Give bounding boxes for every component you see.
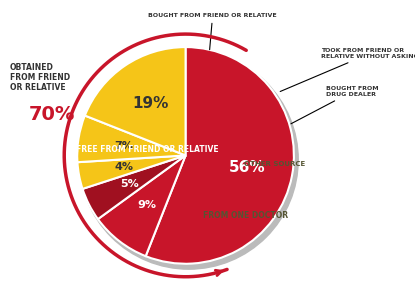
Text: FREE FROM FRIEND OR RELATIVE: FREE FROM FRIEND OR RELATIVE <box>76 146 219 154</box>
Wedge shape <box>78 155 186 189</box>
Text: 5%: 5% <box>120 179 139 189</box>
Text: OTHER SOURCE: OTHER SOURCE <box>244 161 305 167</box>
Text: OBTAINED
FROM FRIEND
OR RELATIVE: OBTAINED FROM FRIEND OR RELATIVE <box>10 62 70 92</box>
Wedge shape <box>85 47 186 155</box>
Text: 19%: 19% <box>132 96 168 111</box>
Wedge shape <box>77 116 186 162</box>
Wedge shape <box>146 47 294 264</box>
Wedge shape <box>83 155 186 219</box>
Text: 56%: 56% <box>229 160 266 175</box>
Wedge shape <box>98 155 186 256</box>
Text: TOOK FROM FRIEND OR
RELATIVE WITHOUT ASKING: TOOK FROM FRIEND OR RELATIVE WITHOUT ASK… <box>280 48 415 92</box>
Text: BOUGHT FROM FRIEND OR RELATIVE: BOUGHT FROM FRIEND OR RELATIVE <box>148 13 277 50</box>
Text: 9%: 9% <box>137 200 156 210</box>
Text: FROM ONE DOCTOR: FROM ONE DOCTOR <box>203 211 288 220</box>
Text: 7%: 7% <box>114 141 133 151</box>
Text: 4%: 4% <box>115 162 133 172</box>
Text: 70%: 70% <box>29 105 75 124</box>
Circle shape <box>79 50 298 269</box>
Text: BOUGHT FROM
DRUG DEALER: BOUGHT FROM DRUG DEALER <box>291 86 379 124</box>
